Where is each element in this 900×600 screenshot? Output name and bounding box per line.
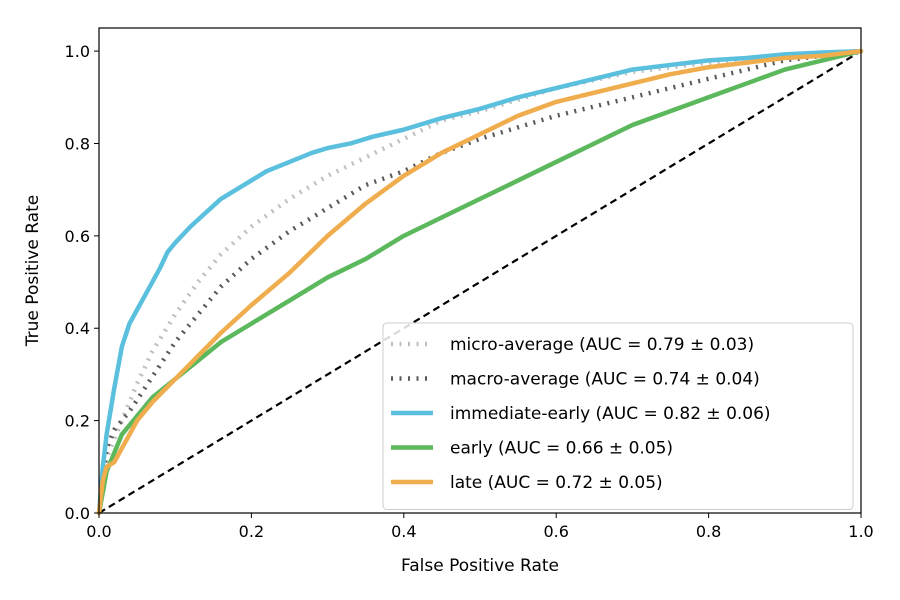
y-tick-label: 0.2 [65, 412, 90, 431]
legend-label: immediate-early (AUC = 0.82 ± 0.06) [450, 404, 771, 424]
ticks-layer: 0.0 0.2 0.4 0.6 0.8 1.0 0.0 0.2 0.4 0.6 0.8 1.0 [65, 42, 874, 541]
series-line-2 [96, 48, 864, 516]
x-tick-label: 0.8 [696, 522, 721, 541]
x-tick-label: 0.0 [86, 522, 111, 541]
legend-label: early (AUC = 0.66 ± 0.05) [450, 439, 673, 459]
x-tick-label: 0.2 [239, 522, 264, 541]
x-tick-label: 1.0 [848, 522, 873, 541]
legend-label: micro-average (AUC = 0.79 ± 0.03) [450, 335, 754, 355]
y-tick-label: 0.8 [65, 134, 90, 153]
series-layer [96, 48, 864, 516]
y-tick-label: 1.0 [65, 42, 90, 61]
y-tick-label: 0.6 [65, 227, 90, 246]
plot-frame [98, 27, 862, 514]
chance-diagonal-line [98, 50, 862, 514]
y-tick-label: 0.4 [65, 319, 90, 338]
series-line-3 [96, 48, 864, 516]
y-tick-label: 0.0 [65, 504, 90, 523]
x-axis-label: False Positive Rate [401, 556, 559, 576]
legend-box [382, 322, 854, 510]
x-tick-label: 0.6 [543, 522, 568, 541]
y-axis-label: True Positive Rate [23, 195, 43, 347]
series-line-4 [96, 48, 864, 516]
series-line-0 [96, 48, 862, 514]
legend-label: macro-average (AUC = 0.74 ± 0.04) [450, 370, 760, 390]
legend-label: late (AUC = 0.72 ± 0.05) [450, 473, 663, 493]
legend: micro-average (AUC = 0.79 ± 0.03) macro-a… [382, 322, 854, 510]
x-tick-label: 0.4 [391, 522, 416, 541]
